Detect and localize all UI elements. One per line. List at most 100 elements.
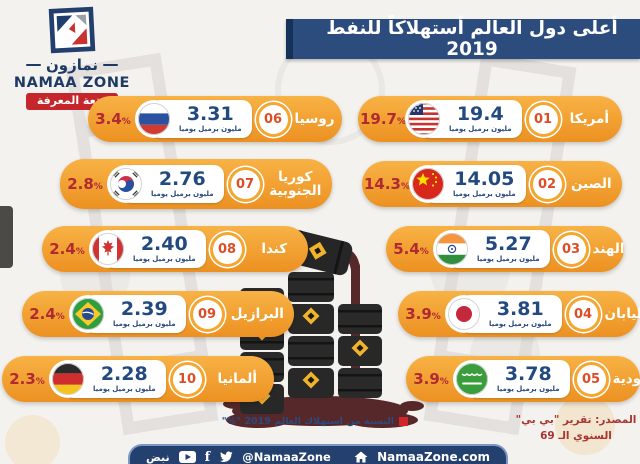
world-share-percent: 2.3% [9,369,45,388]
country-name: السعودية [612,370,640,387]
rank-badge: 08 [212,234,242,264]
home-icon [354,451,368,463]
unit-caption: مليون برميل يوميا [179,125,242,134]
rank-badge: 07 [230,169,260,199]
rank-badge: 05 [576,364,606,394]
unit-caption: مليون برميل يوميا [113,320,176,329]
source-line1: المصدر: تقرير "بي بي" [515,414,637,426]
unit-caption: مليون برميل يوميا [497,385,560,394]
namaa-zone-logo: نمازون NAMAA ZONE متعة المعرفة [8,6,136,110]
banner-fold-decor [286,19,293,59]
country-card-brazil: 2.4% 2.39 مليون برميل يوميا 09 البرازيل [22,291,294,337]
country-card-china: 14.3% 14.05 مليون برميل يوميا 02 الصين [362,161,622,207]
world-share-percent: 5.4% [393,239,429,258]
country-card-south-korea: 2.8% 2.76 مليون برميل يوميا 07 كوريا الجن… [60,159,332,209]
consumption-value: 2.40 [140,232,188,255]
value-panel: 19.4 مليون برميل يوميا [407,100,522,138]
flag-japan-icon [447,297,481,331]
flag-china-icon [411,167,445,201]
source-attribution: المصدر: تقرير "بي بي" السنوي الـ 69 [515,413,637,445]
world-share-percent: 3.9% [413,369,449,388]
country-name: ألمانيا [217,370,257,387]
value-panel: 3.78 مليون برميل يوميا [455,360,570,398]
country-name: اليابان [604,305,640,322]
background-circle-decor [555,395,615,455]
world-share-percent: 19.7% [359,109,407,128]
logo-dash [103,63,119,67]
logo-latin-name: NAMAA ZONE [13,75,131,91]
rank-badge: 04 [568,299,598,329]
footnote: النسبة من استهلاك العالم 2019 "%" [222,416,408,427]
value-panel: 3.81 مليون برميل يوميا [447,295,562,333]
social-handle[interactable]: @NamaaZone [242,450,331,464]
rank-badge: 09 [192,299,222,329]
country-name: الهند [592,240,625,257]
rank-badge: 06 [258,104,288,134]
world-share-percent: 3.9% [405,304,441,323]
footer-bar: نبض f @NamaaZone NamaaZone.com [128,444,508,464]
value-panel: 2.40 مليون برميل يوميا [91,230,206,268]
photo-fragment [0,206,13,268]
website-link[interactable]: NamaaZone.com [377,450,490,464]
world-share-percent: 2.4% [29,304,65,323]
value-panel: 14.05 مليون برميل يوميا [411,165,526,203]
title-banner: أعلى دول العالم أستهلاكاً للنفط 2019 [286,18,640,60]
value-panel: 5.27 مليون برميل يوميا [435,230,550,268]
consumption-value: 2.28 [100,362,148,385]
flag-canada-icon [91,232,125,266]
value-panel: 2.76 مليون برميل يوميا [109,165,224,203]
country-name: كوريا الجنوبية [269,168,322,199]
rank-badge: 10 [172,364,202,394]
country-card-canada: 2.4% 2.40 مليون برميل يوميا 08 كندا [42,226,308,272]
world-share-percent: 14.3% [363,174,411,193]
consumption-value: 14.05 [454,167,515,190]
country-name: روسيا [294,110,335,127]
note-text: النسبة من استهلاك العالم 2019 "%" [221,416,394,427]
unit-caption: مليون برميل يوميا [489,320,552,329]
flag-usa-icon [407,102,441,136]
world-share-percent: 2.4% [49,239,85,258]
logo-arabic-wordmark: نمازون [25,56,119,74]
twitter-icon[interactable] [219,451,233,463]
consumption-value: 2.39 [120,297,168,320]
unit-caption: مليون برميل يوميا [453,190,516,199]
world-share-percent: 3.4% [95,109,131,128]
country-card-germany: 2.3% 2.28 مليون برميل يوميا 10 ألمانيا [2,356,274,402]
facebook-icon[interactable]: f [204,449,211,464]
value-panel: 2.39 مليون برميل يوميا [71,295,186,333]
nabd-link[interactable]: نبض [146,450,170,464]
country-name: البرازيل [230,305,284,322]
logo-arabic-name: نمازون [45,56,99,74]
consumption-value: 2.76 [158,167,206,190]
flag-south-korea-icon [109,167,143,201]
rank-badge: 01 [528,104,558,134]
unit-caption: مليون برميل يوميا [151,190,214,199]
country-card-russia: 3.4% 3.31 مليون برميل يوميا 06 روسيا [88,96,342,142]
note-bullet-square [399,417,408,426]
unit-caption: مليون برميل يوميا [449,125,512,134]
flag-brazil-icon [71,297,105,331]
consumption-value: 3.78 [504,362,552,385]
country-card-usa: 19.7% 19.4 مليون برميل يوميا 01 أمريكا [358,96,622,142]
flag-germany-icon [51,362,85,396]
world-share-percent: 2.8% [67,174,103,193]
rank-badge: 03 [556,234,586,264]
rank-badge: 02 [532,169,562,199]
consumption-value: 5.27 [484,232,532,255]
country-card-india: 5.4% 5.27 مليون برميل يوميا 03 الهند [386,226,624,272]
unit-caption: مليون برميل يوميا [477,255,540,264]
flag-russia-icon [137,102,171,136]
logo-dash [25,63,41,67]
page-title: أعلى دول العالم أستهلاكاً للنفط 2019 [326,18,618,60]
unit-caption: مليون برميل يوميا [133,255,196,264]
value-panel: 3.31 مليون برميل يوميا [137,100,252,138]
source-line2: السنوي الـ 69 [540,429,612,442]
consumption-value: 3.81 [496,297,544,320]
consumption-value: 3.31 [186,102,234,125]
unit-caption: مليون برميل يوميا [93,385,156,394]
youtube-icon[interactable] [178,451,196,463]
flag-india-icon [435,232,469,266]
country-name: كندا [261,240,288,257]
